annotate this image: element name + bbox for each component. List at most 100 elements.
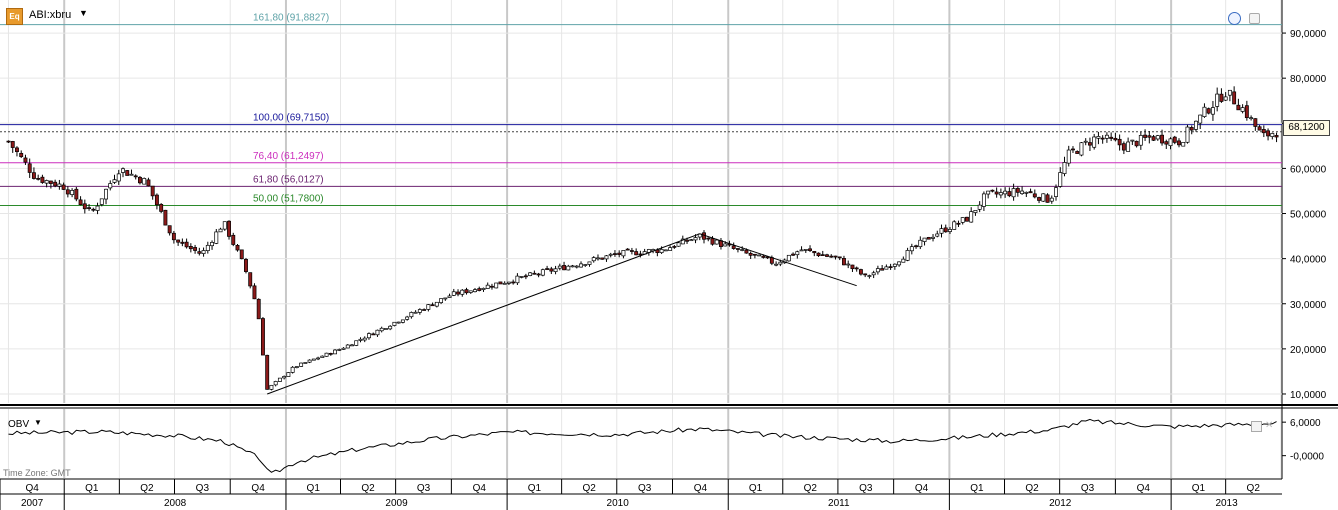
candle-body: [1092, 136, 1097, 148]
candle-body: [82, 203, 87, 210]
candle-body: [197, 251, 202, 254]
candle-body: [939, 228, 944, 234]
candle-body: [981, 193, 986, 207]
candle-body: [1117, 138, 1122, 146]
candle-body: [388, 325, 393, 330]
candle-body: [1227, 89, 1232, 96]
candle-body: [1007, 191, 1012, 197]
candle-body: [506, 281, 511, 284]
candle-body: [417, 309, 422, 313]
candle-body: [1240, 107, 1245, 112]
candle-body: [905, 250, 910, 261]
obv-close-icon[interactable]: ✕: [1265, 420, 1274, 431]
candle-body: [294, 366, 299, 368]
candle-body: [837, 256, 842, 259]
year-label: 2010: [607, 498, 630, 509]
candle-body: [31, 172, 36, 179]
candle-body: [218, 228, 223, 233]
candle-body: [931, 236, 935, 239]
candle-body: [875, 268, 880, 273]
candle-body: [943, 227, 948, 233]
candle-body: [10, 141, 15, 148]
candle-body: [1087, 142, 1092, 146]
candle-body: [383, 328, 388, 330]
candle-body: [341, 347, 346, 350]
candle-body: [748, 252, 753, 256]
year-label: 2008: [164, 498, 187, 509]
candle-body: [180, 241, 185, 244]
candle-body: [1177, 140, 1181, 146]
candle-body: [422, 309, 427, 311]
candle-body: [617, 252, 622, 255]
candle-body: [256, 298, 261, 320]
quarter-label: Q2: [583, 483, 597, 494]
y-tick-label: 80,0000: [1290, 74, 1327, 85]
candle-body: [154, 194, 159, 206]
quarter-label: Q2: [804, 483, 818, 494]
candle-body: [757, 254, 762, 257]
candle-body: [562, 265, 567, 271]
candle-body: [307, 359, 312, 363]
candle-body: [163, 209, 168, 226]
candle-body: [795, 251, 800, 256]
candle-body: [1083, 140, 1088, 143]
candle-body: [244, 258, 248, 272]
clock-icon[interactable]: [1228, 12, 1241, 25]
candle-body: [498, 281, 503, 285]
candle-body: [405, 316, 410, 320]
candle-body: [638, 253, 643, 256]
candle-body: [1249, 117, 1254, 120]
candle-body: [1045, 194, 1050, 203]
candle-body: [515, 275, 520, 284]
candle-body: [260, 318, 265, 356]
y-tick-label: 90,0000: [1290, 29, 1327, 40]
quarter-label: Q4: [251, 483, 265, 494]
candle-body: [6, 140, 11, 143]
candle-body: [150, 185, 155, 197]
candle-body: [1104, 134, 1109, 139]
candle-body: [201, 250, 206, 254]
candle-body: [858, 269, 863, 275]
candle-body: [612, 253, 617, 255]
candle-body: [78, 199, 83, 205]
candle-body: [456, 291, 460, 295]
year-label: 2013: [1215, 498, 1238, 509]
quarter-label: Q1: [85, 483, 99, 494]
candle-body: [816, 252, 821, 257]
candle-body: [990, 189, 995, 192]
candle-body: [579, 263, 583, 268]
candle-body: [193, 247, 198, 251]
obv-maximize-icon[interactable]: [1251, 421, 1262, 432]
candle-body: [210, 241, 215, 247]
obv-title[interactable]: OBV: [8, 419, 30, 430]
candle-body: [803, 249, 808, 251]
candle-body: [269, 384, 274, 390]
candle-body: [1202, 106, 1207, 117]
candle-body: [761, 255, 766, 258]
year-label: 2007: [21, 498, 44, 509]
obv-dropdown-icon[interactable]: ▼: [34, 418, 42, 427]
candle-body: [663, 249, 668, 252]
chart-settings-icon[interactable]: [1249, 13, 1260, 24]
candle-body: [362, 337, 367, 341]
candle-body: [918, 239, 923, 248]
candle-body: [1041, 193, 1046, 202]
candle-body: [142, 178, 147, 185]
candle-body: [239, 249, 244, 260]
candle-body: [282, 376, 287, 379]
candle-body: [1096, 136, 1101, 139]
symbol-label[interactable]: ABI:xbru: [29, 9, 72, 21]
candle-body: [511, 281, 516, 284]
candle-body: [909, 246, 914, 252]
candle-body: [222, 221, 227, 230]
candle-body: [820, 254, 825, 257]
candle-body: [396, 321, 401, 324]
candle-body: [591, 257, 596, 262]
candle-body: [808, 248, 812, 252]
candle-body: [1003, 190, 1008, 195]
candle-body: [1143, 134, 1148, 138]
candle-body: [1223, 96, 1228, 101]
current-price-tag: 68,1200: [1283, 120, 1330, 136]
symbol-dropdown-icon[interactable]: ▼: [79, 8, 88, 18]
